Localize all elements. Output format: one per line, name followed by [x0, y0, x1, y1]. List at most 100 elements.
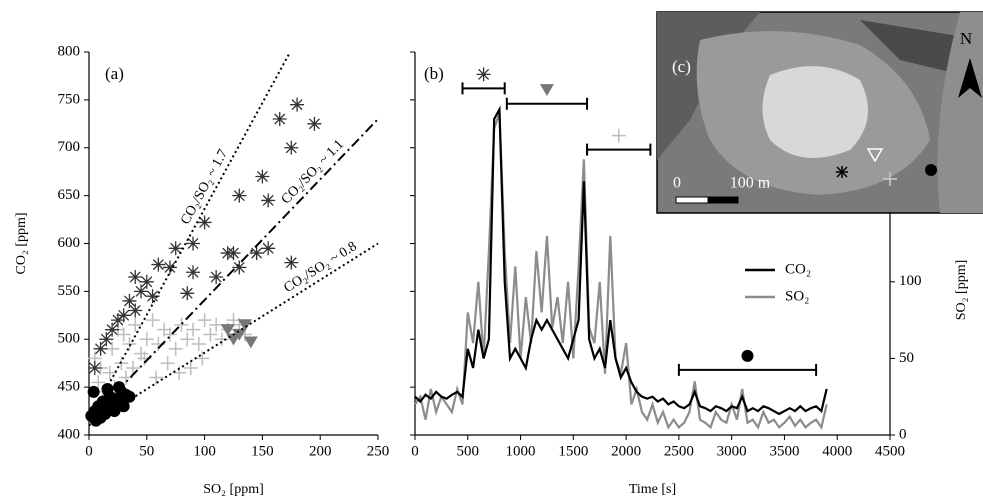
- point: [232, 260, 247, 275]
- x-tick-label: 500: [457, 443, 480, 459]
- y2-axis-label: SO₂ [ppm]: [954, 260, 969, 321]
- map-marker-asterisk: [836, 166, 848, 178]
- point: [209, 270, 224, 285]
- point: [168, 341, 183, 356]
- x-tick-label: 4000: [822, 443, 852, 459]
- point: [149, 370, 164, 385]
- map-marker-circle: [925, 164, 937, 176]
- y2-tick-label: 50: [899, 350, 914, 366]
- panel-label: (a): [105, 64, 124, 83]
- point: [186, 236, 201, 251]
- point: [195, 351, 210, 366]
- x-tick-label: 250: [367, 443, 390, 459]
- point: [122, 293, 137, 308]
- y-tick-label: 800: [58, 43, 81, 59]
- point: [168, 241, 183, 256]
- interval-marker: [539, 84, 554, 97]
- inset-label: (c): [672, 57, 691, 76]
- x-tick-label: 3000: [717, 443, 747, 459]
- legend-label: CO₂: [785, 261, 811, 277]
- y-tick-label: 450: [58, 379, 81, 395]
- point: [191, 337, 206, 352]
- point: [238, 319, 253, 332]
- north-label: N: [960, 29, 972, 48]
- point: [226, 246, 241, 261]
- point: [122, 337, 137, 352]
- x-tick-label: 0: [411, 443, 419, 459]
- point: [232, 188, 247, 203]
- interval-marker: [476, 67, 491, 82]
- interval-bar: [677, 363, 818, 376]
- y-tick-label: 650: [58, 187, 81, 203]
- point: [203, 327, 218, 342]
- point: [162, 260, 177, 275]
- y-tick-label: 550: [58, 283, 81, 299]
- point: [307, 116, 322, 131]
- point: [128, 303, 143, 318]
- x-tick-label: 3500: [769, 443, 799, 459]
- point: [249, 246, 264, 261]
- point: [139, 332, 154, 347]
- point: [145, 313, 160, 328]
- x-axis-label: Time [s]: [629, 482, 676, 497]
- point: [186, 265, 201, 280]
- point: [134, 284, 149, 299]
- point: [290, 97, 305, 112]
- terrain: [937, 12, 983, 213]
- point: [110, 400, 123, 413]
- point: [118, 370, 133, 385]
- point: [87, 360, 102, 375]
- point: [162, 327, 177, 342]
- point: [99, 332, 114, 347]
- point: [116, 308, 131, 323]
- x-tick-label: 2000: [611, 443, 641, 459]
- map-marker-triangle: [866, 148, 884, 163]
- north-arrow: [958, 58, 982, 98]
- interval-bar: [505, 97, 589, 110]
- point: [123, 390, 136, 403]
- x-tick-label: 1000: [506, 443, 536, 459]
- x-tick-label: 50: [139, 443, 154, 459]
- point: [87, 385, 100, 398]
- y-tick-label: 700: [58, 139, 81, 155]
- point: [272, 112, 287, 127]
- ratio-label: CO₂/SO₂ ~ 1.7: [178, 147, 231, 227]
- ratio-line: [88, 51, 292, 422]
- y2-tick-label: 100: [899, 273, 922, 289]
- x-tick-label: 200: [309, 443, 332, 459]
- point: [255, 169, 270, 184]
- series-line: [414, 105, 828, 416]
- point: [186, 322, 201, 337]
- point: [180, 286, 195, 301]
- point: [197, 313, 212, 328]
- point: [232, 328, 247, 341]
- point: [110, 313, 125, 328]
- x-tick-label: 100: [193, 443, 216, 459]
- scale-bar: [707, 196, 739, 204]
- point: [197, 215, 212, 230]
- point: [180, 332, 195, 347]
- point: [209, 317, 224, 332]
- point: [102, 365, 117, 380]
- ratio-label: CO₂/SO₂ ~ 0.8: [281, 239, 359, 296]
- x-tick-label: 2500: [664, 443, 694, 459]
- scale-label: 100 m: [730, 175, 771, 192]
- y-axis-label: CO₂ [ppm]: [14, 212, 29, 274]
- ratio-line: [88, 118, 379, 422]
- y-tick-label: 750: [58, 91, 81, 107]
- point: [261, 193, 276, 208]
- point: [284, 140, 299, 155]
- point: [113, 381, 126, 394]
- terrain: [657, 12, 760, 160]
- point: [183, 360, 198, 375]
- scale-label: 0: [673, 175, 681, 192]
- point: [125, 360, 140, 375]
- y-tick-label: 500: [58, 331, 81, 347]
- point: [128, 317, 143, 332]
- y-tick-label: 600: [58, 235, 81, 251]
- point: [91, 375, 106, 390]
- point: [101, 383, 114, 396]
- point: [151, 257, 166, 272]
- point: [214, 332, 229, 347]
